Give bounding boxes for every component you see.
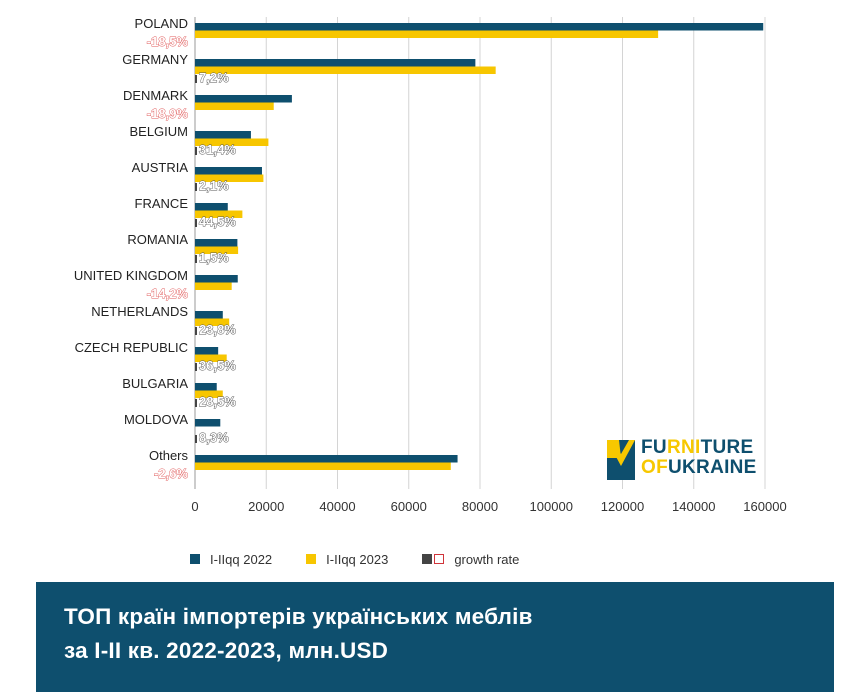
growth-marker bbox=[195, 147, 197, 155]
category-label: CZECH REPUBLIC bbox=[75, 340, 188, 355]
bar-2023 bbox=[195, 246, 239, 254]
legend-swatch-2023 bbox=[306, 554, 317, 564]
growth-label: 2,1% bbox=[199, 178, 229, 193]
x-tick-label: 160000 bbox=[743, 499, 786, 514]
category-label: NETHERLANDS bbox=[91, 304, 188, 319]
growth-marker bbox=[195, 435, 197, 443]
category-label: GERMANY bbox=[122, 52, 188, 67]
x-tick-label: 40000 bbox=[319, 499, 355, 514]
growth-labels: -18,5% 7,2% -18,9% 31,4% 2,1% 44,5% 1,5% -14,2%… bbox=[146, 34, 236, 482]
logo-text: FURNITURE OFUKRAINE bbox=[641, 437, 757, 478]
x-tick-label: 20000 bbox=[248, 499, 284, 514]
bar-2023 bbox=[195, 282, 232, 290]
bar-2022 bbox=[195, 203, 228, 211]
bar-2022 bbox=[195, 311, 223, 319]
legend: I-IIqq 2022 I-IIqq 2023 growth rate bbox=[190, 548, 553, 570]
legend-item-2022: I-IIqq 2022 bbox=[190, 552, 272, 567]
category-label: DENMARK bbox=[123, 88, 188, 103]
growth-marker bbox=[195, 255, 197, 263]
bar-2022 bbox=[195, 275, 238, 283]
bar-2023 bbox=[195, 210, 243, 218]
bar-2022 bbox=[195, 95, 292, 103]
legend-item-growth: growth rate bbox=[422, 552, 519, 567]
growth-label: 7,2% bbox=[199, 70, 229, 85]
x-tick-label: 80000 bbox=[462, 499, 498, 514]
growth-label: 44,5% bbox=[199, 214, 236, 229]
growth-label: -14,2% bbox=[147, 286, 189, 301]
x-tick-label: 60000 bbox=[391, 499, 427, 514]
growth-marker bbox=[195, 75, 197, 83]
legend-swatch-growth-outline bbox=[434, 554, 445, 564]
legend-label-growth: growth rate bbox=[454, 551, 520, 567]
growth-label: 28,5% bbox=[199, 394, 236, 409]
growth-label: 1,5% bbox=[199, 250, 229, 265]
growth-marker bbox=[195, 399, 197, 407]
bar-2023 bbox=[195, 390, 223, 398]
category-label: Others bbox=[149, 448, 189, 463]
legend-label-2023: I-IIqq 2023 bbox=[326, 551, 389, 567]
bar-2022 bbox=[195, 167, 262, 175]
category-label: MOLDOVA bbox=[124, 412, 188, 427]
category-label: BULGARIA bbox=[122, 376, 188, 391]
bar-2022 bbox=[195, 419, 221, 427]
category-labels: POLAND GERMANY DENMARK BELGIUM AUSTRIA FRANCE… bbox=[74, 16, 189, 463]
bar-2023 bbox=[195, 174, 264, 182]
title-line-2: за I-II кв. 2022-2023, млн.USD bbox=[64, 638, 389, 663]
legend-item-2023: I-IIqq 2023 bbox=[306, 552, 388, 567]
growth-marker bbox=[195, 183, 197, 191]
growth-label: 36,5% bbox=[199, 358, 236, 373]
x-tick-label: 0 bbox=[191, 499, 198, 514]
logo-mark-icon bbox=[607, 440, 635, 480]
growth-marker bbox=[195, 219, 197, 227]
growth-label: 23,8% bbox=[199, 322, 236, 337]
title-banner: ТОП країн імпортерів українських меблів … bbox=[36, 582, 834, 692]
title-line-1: ТОП країн імпортерів українських меблів bbox=[64, 604, 533, 629]
bar-2022 bbox=[195, 347, 219, 355]
growth-marker bbox=[195, 363, 197, 371]
bar-2022 bbox=[195, 59, 476, 67]
category-label: POLAND bbox=[135, 16, 188, 31]
legend-label-2022: I-IIqq 2022 bbox=[210, 551, 273, 567]
category-label: ROMANIA bbox=[127, 232, 188, 247]
bar-2023 bbox=[195, 318, 230, 326]
x-tick-label: 120000 bbox=[601, 499, 644, 514]
bar-2023 bbox=[195, 66, 496, 74]
category-label: AUSTRIA bbox=[132, 160, 189, 175]
x-axis-ticks: 0 20000 40000 60000 80000 100000 120000 140000 1… bbox=[191, 499, 786, 514]
furniture-of-ukraine-logo: FURNITURE OFUKRAINE bbox=[607, 438, 772, 484]
bar-2022 bbox=[195, 23, 764, 31]
growth-label: 8,3% bbox=[199, 430, 229, 445]
bar-2022 bbox=[195, 383, 217, 391]
growth-label: -2,6% bbox=[154, 466, 188, 481]
bar-2022 bbox=[195, 239, 238, 247]
category-label: BELGIUM bbox=[129, 124, 188, 139]
bar-2023 bbox=[195, 30, 659, 38]
category-label: FRANCE bbox=[135, 196, 189, 211]
growth-marker bbox=[195, 327, 197, 335]
legend-swatch-growth-filled bbox=[422, 554, 433, 564]
x-tick-label: 140000 bbox=[672, 499, 715, 514]
bar-2022 bbox=[195, 131, 251, 139]
grid-lines bbox=[194, 17, 766, 489]
bar-2023 bbox=[195, 102, 274, 110]
legend-swatch-2022 bbox=[190, 554, 200, 564]
category-label: UNITED KINGDOM bbox=[74, 268, 188, 283]
bar-2023 bbox=[195, 462, 451, 470]
growth-label: -18,5% bbox=[147, 34, 189, 49]
bar-2023 bbox=[195, 354, 227, 362]
bar-2023 bbox=[195, 138, 269, 146]
growth-label: 31,4% bbox=[199, 142, 236, 157]
growth-label: -18,9% bbox=[147, 106, 189, 121]
x-tick-label: 100000 bbox=[530, 499, 573, 514]
bar-chart: POLAND GERMANY DENMARK BELGIUM AUSTRIA FRANCE… bbox=[74, 16, 787, 514]
bars bbox=[195, 23, 764, 470]
bar-2022 bbox=[195, 455, 458, 463]
